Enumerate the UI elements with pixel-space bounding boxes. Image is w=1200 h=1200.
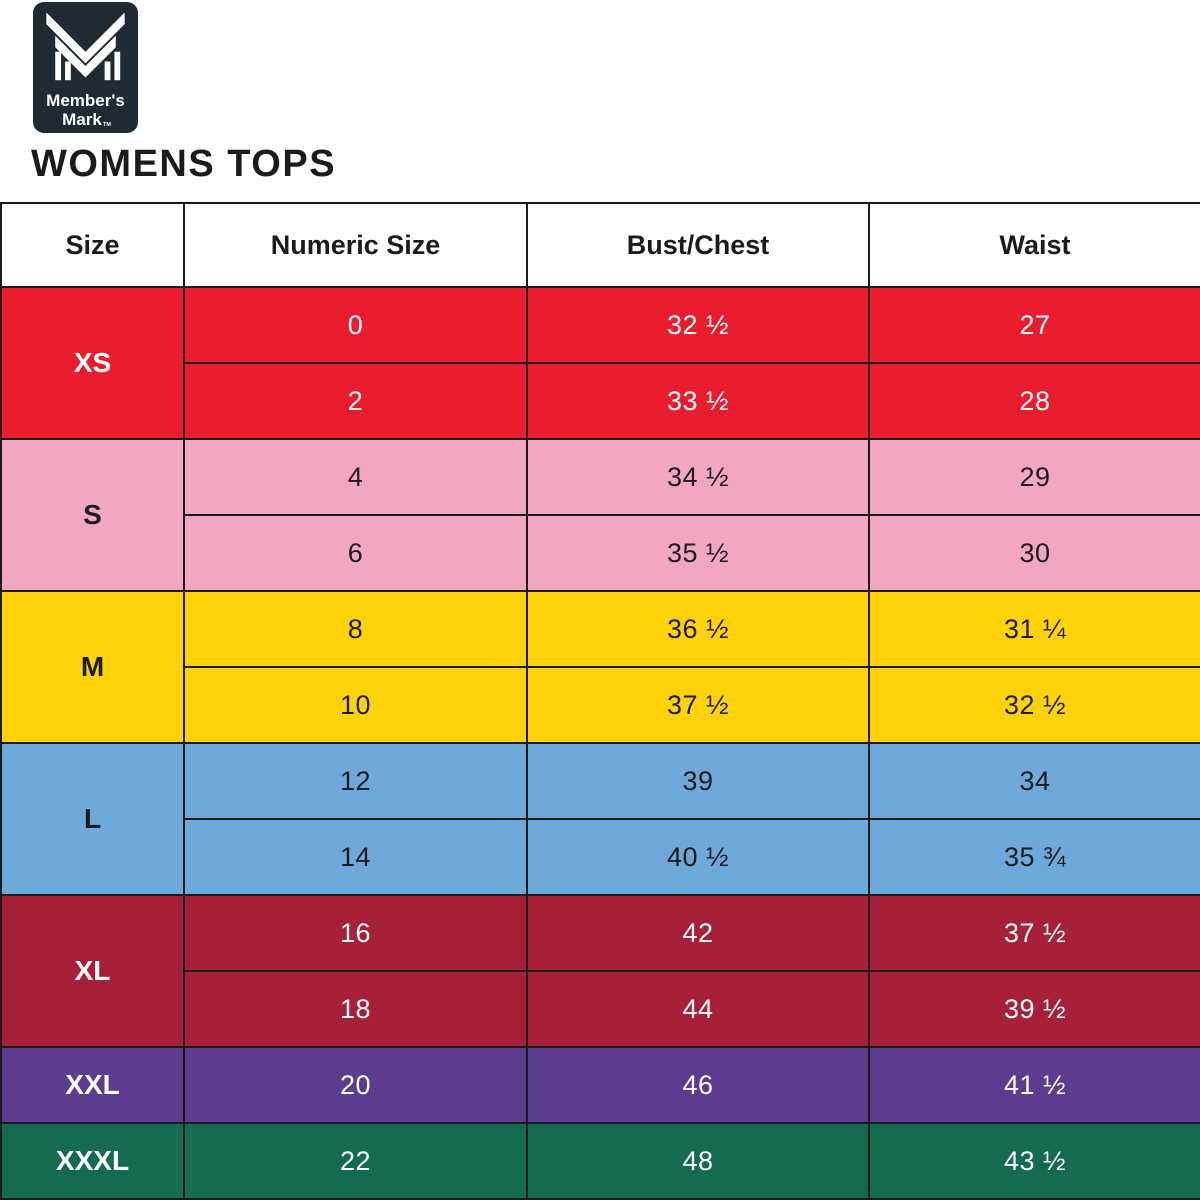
header-row: Size Numeric Size Bust/Chest Waist (0, 202, 1200, 288)
page-title: WOMENS TOPS (31, 143, 337, 185)
size-label-m: M (0, 590, 185, 744)
size-label-xxxl: XXXL (0, 1122, 185, 1200)
size-label-xl: XL (0, 894, 185, 1048)
table-row-m-2: 10 37 ½ 32 ½ (1, 666, 1200, 744)
cell-numeric-size: 16 (183, 894, 528, 972)
cell-bust-chest: 39 (526, 742, 870, 820)
table-row-l-2: 14 40 ½ 35 ¾ (1, 818, 1200, 896)
cell-bust-chest: 44 (526, 970, 870, 1048)
column-header-numeric-size: Numeric Size (183, 202, 528, 288)
cell-waist: 34 (868, 742, 1200, 820)
cell-numeric-size: 4 (183, 438, 528, 516)
table-row-s-2: 6 35 ½ 30 (1, 514, 1200, 592)
cell-waist: 27 (868, 286, 1200, 364)
table-row-s-1: S 4 34 ½ 29 (0, 438, 1200, 592)
cell-bust-chest: 34 ½ (526, 438, 870, 516)
cell-bust-chest: 42 (526, 894, 870, 972)
cell-bust-chest: 33 ½ (526, 362, 870, 440)
members-mark-m-icon: Member's Mark TM (33, 2, 138, 133)
logo-text-line2: Mark (62, 110, 102, 129)
cell-numeric-size: 10 (183, 666, 528, 744)
cell-bust-chest: 40 ½ (526, 818, 870, 896)
cell-numeric-size: 0 (183, 286, 528, 364)
column-header-size: Size (0, 202, 185, 288)
cell-waist: 35 ¾ (868, 818, 1200, 896)
column-header-bust-chest: Bust/Chest (526, 202, 870, 288)
cell-numeric-size: 12 (183, 742, 528, 820)
cell-waist: 39 ½ (868, 970, 1200, 1048)
size-label-xs: XS (0, 286, 185, 440)
cell-numeric-size: 22 (183, 1122, 528, 1200)
cell-waist: 31 ¼ (868, 590, 1200, 668)
cell-waist: 43 ½ (868, 1122, 1200, 1200)
logo-trademark: TM (103, 122, 111, 128)
cell-bust-chest: 48 (526, 1122, 870, 1200)
table-row-l-1: L 12 39 34 (0, 742, 1200, 896)
cell-waist: 28 (868, 362, 1200, 440)
column-header-waist: Waist (868, 202, 1200, 288)
cell-numeric-size: 18 (183, 970, 528, 1048)
cell-numeric-size: 8 (183, 590, 528, 668)
cell-bust-chest: 46 (526, 1046, 870, 1124)
cell-waist: 32 ½ (868, 666, 1200, 744)
cell-numeric-size: 6 (183, 514, 528, 592)
table-row-xl-1: XL 16 42 37 ½ (0, 894, 1200, 1048)
table-row-xxl: XXL 20 46 41 ½ (0, 1046, 1200, 1124)
table-row-xs-1: XS 0 32 ½ 27 (0, 286, 1200, 440)
cell-numeric-size: 14 (183, 818, 528, 896)
size-chart-table: Size Numeric Size Bust/Chest Waist XS 0 … (0, 202, 1200, 1200)
members-mark-logo: Member's Mark TM (33, 2, 138, 133)
table-row-xl-2: 18 44 39 ½ (1, 970, 1200, 1048)
cell-bust-chest: 32 ½ (526, 286, 870, 364)
cell-numeric-size: 2 (183, 362, 528, 440)
cell-bust-chest: 37 ½ (526, 666, 870, 744)
cell-numeric-size: 20 (183, 1046, 528, 1124)
cell-waist: 30 (868, 514, 1200, 592)
size-label-l: L (0, 742, 185, 896)
table-row-xs-2: 2 33 ½ 28 (1, 362, 1200, 440)
cell-bust-chest: 35 ½ (526, 514, 870, 592)
cell-waist: 37 ½ (868, 894, 1200, 972)
table-row-m-1: M 8 36 ½ 31 ¼ (0, 590, 1200, 744)
logo-text-line1: Member's (46, 91, 125, 110)
cell-bust-chest: 36 ½ (526, 590, 870, 668)
size-label-xxl: XXL (0, 1046, 185, 1124)
cell-waist: 41 ½ (868, 1046, 1200, 1124)
table-row-xxxl: XXXL 22 48 43 ½ (0, 1122, 1200, 1200)
size-label-s: S (0, 438, 185, 592)
cell-waist: 29 (868, 438, 1200, 516)
